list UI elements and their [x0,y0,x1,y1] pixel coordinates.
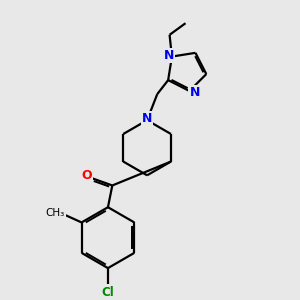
Text: N: N [164,49,174,62]
Text: Cl: Cl [102,286,114,299]
Text: O: O [82,169,92,182]
Text: CH₃: CH₃ [46,208,65,218]
Text: N: N [190,86,200,99]
Text: N: N [142,112,152,125]
